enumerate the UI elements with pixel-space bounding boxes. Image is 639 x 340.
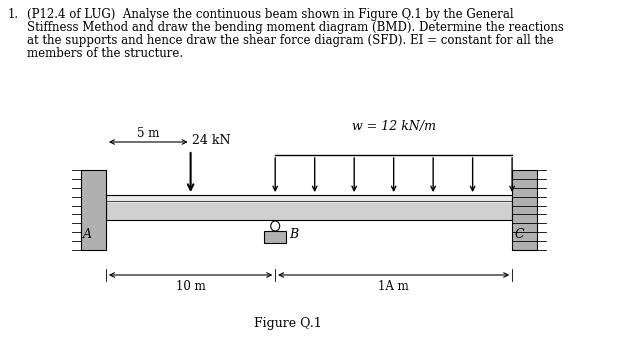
Text: at the supports and hence draw the shear force diagram (SFD). EI = constant for : at the supports and hence draw the shear…: [27, 34, 553, 47]
Text: 10 m: 10 m: [176, 280, 206, 293]
Bar: [106, 201, 512, 220]
Text: B: B: [289, 228, 298, 241]
Bar: [265, 231, 286, 243]
Bar: [106, 195, 512, 203]
Text: C: C: [515, 228, 525, 241]
Text: 1A m: 1A m: [378, 280, 409, 293]
Text: 1.: 1.: [7, 8, 19, 21]
Text: 24 kN: 24 kN: [192, 134, 231, 147]
Bar: [106, 195, 512, 220]
Bar: [81, 170, 106, 250]
Text: Figure Q.1: Figure Q.1: [254, 317, 321, 330]
Text: members of the structure.: members of the structure.: [27, 47, 183, 60]
Text: w = 12 kN/m: w = 12 kN/m: [351, 120, 436, 133]
Text: (P12.4 of LUG)  Analyse the continuous beam shown in Figure Q.1 by the General: (P12.4 of LUG) Analyse the continuous be…: [27, 8, 514, 21]
Circle shape: [271, 221, 280, 231]
Bar: [512, 170, 537, 250]
Text: A: A: [82, 228, 91, 241]
Text: 5 m: 5 m: [137, 127, 160, 140]
Text: Stiffness Method and draw the bending moment diagram (BMD). Determine the reacti: Stiffness Method and draw the bending mo…: [27, 21, 564, 34]
